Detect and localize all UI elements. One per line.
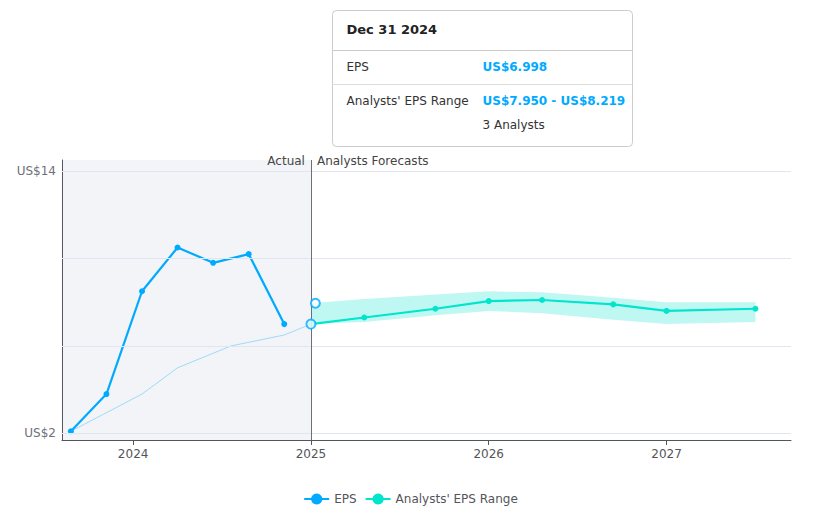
svg-text:EPS: EPS [347, 60, 369, 74]
svg-text:2025: 2025 [296, 447, 327, 461]
svg-text:US$14: US$14 [17, 164, 56, 178]
svg-text:US$6.998: US$6.998 [483, 60, 548, 74]
svg-text:Analysts' EPS Range: Analysts' EPS Range [396, 492, 518, 506]
svg-text:2027: 2027 [651, 447, 682, 461]
svg-text:Dec 31 2024: Dec 31 2024 [347, 22, 438, 37]
svg-text:US$2: US$2 [24, 426, 56, 440]
svg-text:Analysts' EPS Range: Analysts' EPS Range [347, 94, 469, 108]
svg-text:2026: 2026 [473, 447, 504, 461]
svg-text:3 Analysts: 3 Analysts [483, 118, 545, 132]
svg-text:EPS: EPS [334, 492, 356, 506]
svg-text:US$7.950 - US$8.219: US$7.950 - US$8.219 [483, 94, 626, 108]
svg-text:Analysts Forecasts: Analysts Forecasts [317, 154, 429, 168]
svg-text:2024: 2024 [118, 447, 149, 461]
